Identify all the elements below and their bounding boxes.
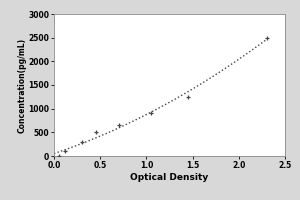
X-axis label: Optical Density: Optical Density bbox=[130, 173, 208, 182]
Y-axis label: Concentration(pg/mL): Concentration(pg/mL) bbox=[18, 37, 27, 133]
